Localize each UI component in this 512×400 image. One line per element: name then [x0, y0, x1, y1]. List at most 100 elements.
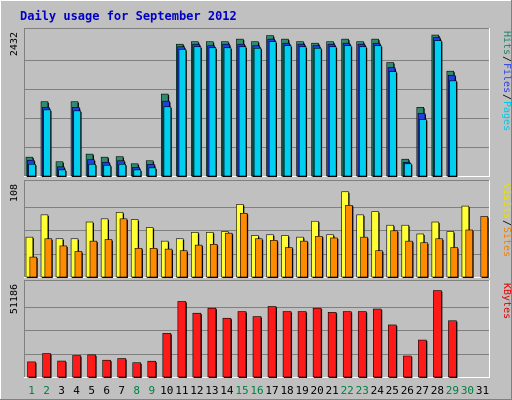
- bar-kbytes: [448, 320, 457, 378]
- x-tick-label: 2: [43, 384, 50, 397]
- bar-kbytes: [87, 354, 96, 378]
- x-tick-label: 13: [205, 384, 218, 397]
- bar-kbytes: [327, 312, 337, 378]
- x-tick-label: 10: [160, 384, 173, 397]
- bar-sites: [360, 236, 368, 278]
- bar-pages: [449, 80, 457, 177]
- bar-kbytes: [418, 339, 427, 378]
- bar-pages: [133, 169, 142, 177]
- bar-pages: [298, 46, 307, 177]
- bar-kbytes: [57, 360, 66, 378]
- bar-sites: [285, 247, 293, 278]
- bar-sites: [300, 240, 308, 278]
- bar-sites: [480, 216, 488, 278]
- x-axis: 1 2 3 4 5 6 7 8 9 10 11 12 13 14 15 16 17 18 19 20 21 22 23 24 2…: [28, 384, 489, 397]
- bar-pages: [374, 45, 382, 177]
- bar-sites: [390, 230, 398, 278]
- bar-sites: [194, 244, 203, 278]
- x-tick-label: 11: [175, 384, 188, 397]
- bar-kbytes: [72, 355, 81, 378]
- x-tick-label: 4: [73, 384, 80, 397]
- panel-hits-files-pages: 2432 Hits/Files/Pages: [9, 28, 512, 178]
- x-tick-label: 23: [356, 384, 369, 397]
- bar-pages: [389, 71, 397, 177]
- bar-pages: [118, 163, 126, 177]
- bar-visits: [371, 211, 379, 278]
- legend-pages: Pages: [501, 101, 512, 131]
- x-tick-label: 7: [118, 384, 125, 397]
- x-tick-label: 20: [311, 384, 324, 397]
- bar-pages: [419, 119, 427, 177]
- panel-legend: Hits/Files/Pages: [501, 31, 512, 131]
- bar-sites: [164, 248, 173, 278]
- bar-sites: [149, 248, 158, 278]
- panel-legend: Visits/Sites: [501, 183, 512, 257]
- bar-pages: [253, 47, 262, 177]
- bar-kbytes: [372, 308, 382, 378]
- x-tick-label: 1: [28, 384, 35, 397]
- bar-kbytes: [207, 307, 217, 378]
- legend-sites: Sites: [501, 227, 512, 257]
- x-tick-label: 16: [250, 384, 263, 397]
- bar-kbytes: [237, 311, 247, 378]
- bar-sites: [74, 251, 83, 278]
- x-tick-label: 9: [148, 384, 155, 397]
- x-tick-label: 5: [88, 384, 95, 397]
- bar-kbytes: [267, 306, 277, 378]
- panel-legend: KBytes: [501, 283, 512, 319]
- x-tick-label: 28: [431, 384, 444, 397]
- bar-sites: [89, 240, 98, 278]
- x-tick-label: 30: [461, 384, 474, 397]
- legend-separator: /: [501, 220, 512, 226]
- bar-kbytes: [433, 290, 442, 378]
- x-tick-label: 29: [446, 384, 459, 397]
- bar-kbytes: [252, 316, 262, 378]
- bar-pages: [73, 110, 81, 177]
- bar-sites: [270, 240, 278, 278]
- x-tick-label: 22: [341, 384, 354, 397]
- x-tick-label: 14: [220, 384, 234, 397]
- chart-title: Daily usage for September 2012: [20, 9, 237, 23]
- x-tick-label: 24: [371, 384, 385, 397]
- legend-files: Files: [501, 63, 512, 93]
- bar-pages: [268, 41, 277, 177]
- bar-sites: [345, 205, 353, 278]
- bar-pages: [103, 165, 111, 177]
- bar-pages: [148, 167, 157, 177]
- bar-kbytes: [192, 312, 202, 378]
- panel-visits-sites: 108 Visits/Sites: [9, 180, 512, 278]
- bar-sites: [405, 240, 413, 278]
- bar-pages: [328, 46, 337, 177]
- x-tick-label: 31: [476, 384, 489, 397]
- bar-sites: [240, 212, 248, 278]
- x-tick-label: 26: [401, 384, 414, 397]
- bar-pages: [43, 109, 51, 177]
- bar-pages: [344, 45, 352, 177]
- x-tick-label: 27: [416, 384, 429, 397]
- bar-kbytes: [132, 362, 142, 378]
- x-tick-label: 25: [386, 384, 399, 397]
- y-tick-label: 51186: [9, 284, 20, 314]
- x-tick-label: 15: [235, 384, 248, 397]
- bar-kbytes: [297, 311, 307, 378]
- x-tick-label: 21: [326, 384, 339, 397]
- bar-sites: [420, 242, 428, 278]
- x-tick-label: 6: [103, 384, 110, 397]
- panel-bars: [25, 34, 458, 178]
- x-tick-label: 18: [280, 384, 293, 397]
- bar-sites: [375, 250, 383, 278]
- chart-panels: 2432 Hits/Files/Pages 108 Visits/Sites 51186…: [9, 28, 512, 378]
- bar-sites: [44, 238, 53, 278]
- bar-kbytes: [117, 358, 126, 378]
- x-tick-label: 19: [295, 384, 308, 397]
- bar-pages: [28, 163, 36, 177]
- legend-separator: /: [501, 94, 512, 100]
- bar-sites: [29, 256, 38, 278]
- panel-bars: [27, 290, 458, 378]
- y-tick-label: 108: [9, 184, 20, 202]
- x-tick-label: 8: [133, 384, 140, 397]
- x-tick-label: 3: [58, 384, 65, 397]
- bar-sites: [209, 244, 218, 278]
- bar-pages: [238, 46, 247, 177]
